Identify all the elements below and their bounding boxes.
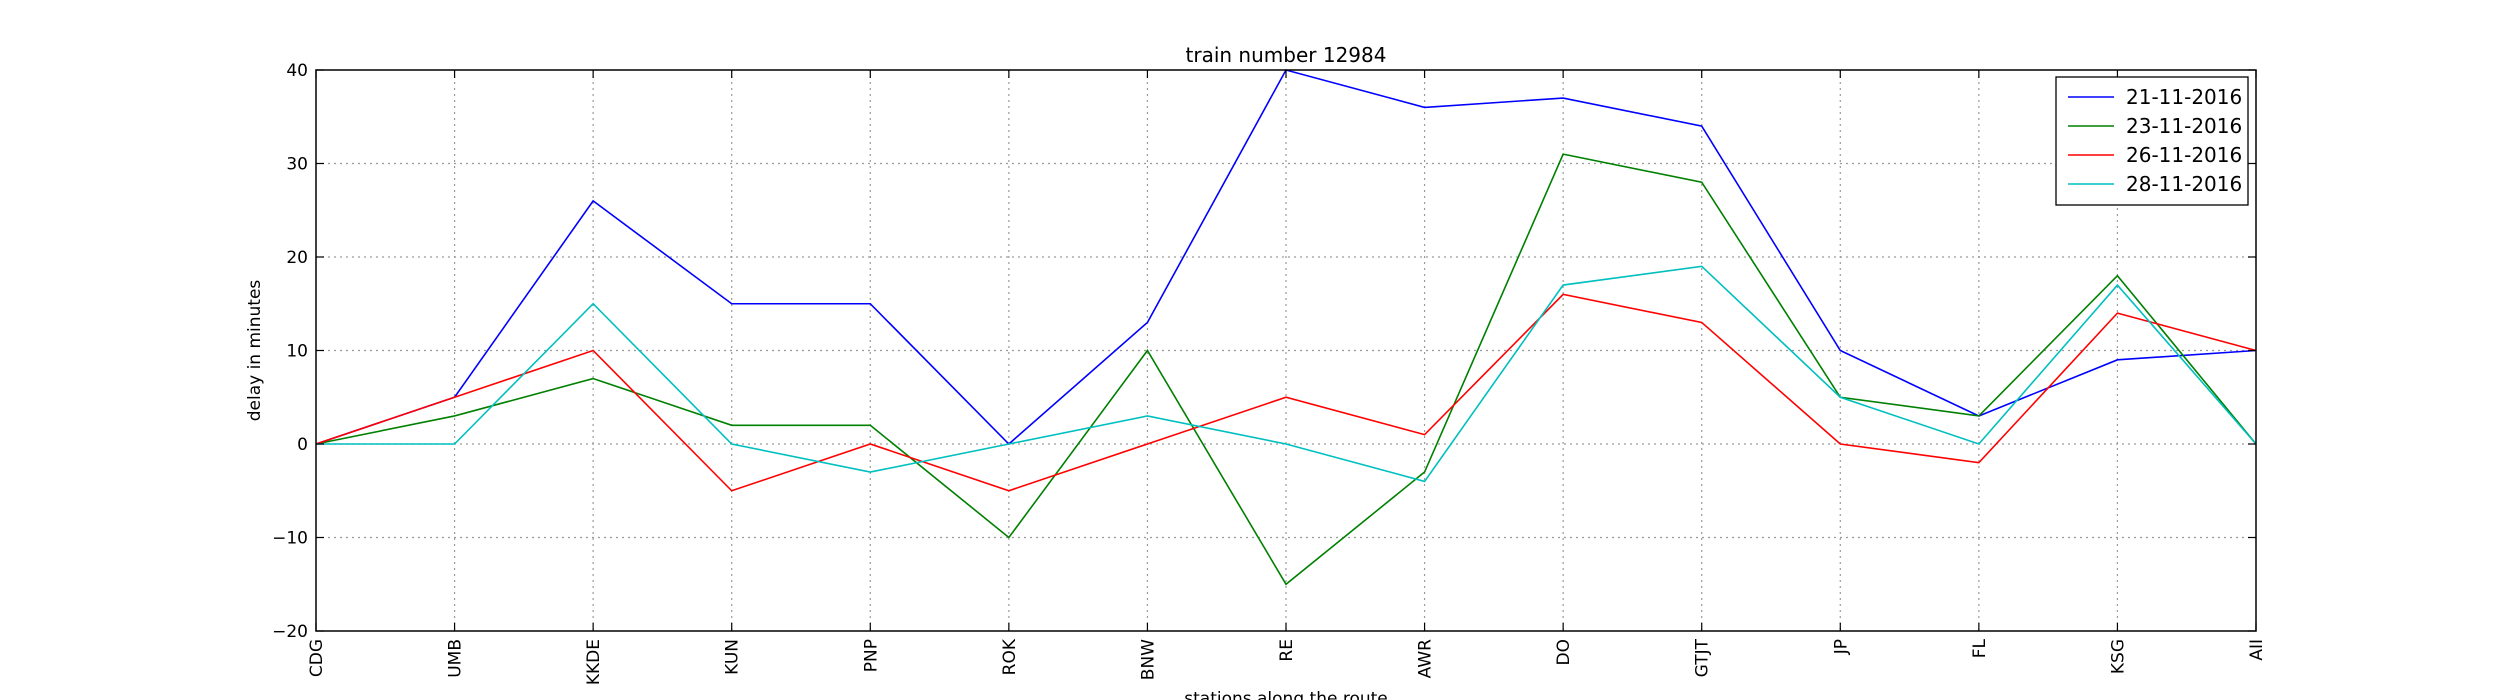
y-tick-label: −10 (272, 529, 308, 549)
x-tick-label: UMB (446, 639, 466, 678)
legend-label: 28-11-2016 (2126, 172, 2242, 196)
x-tick-label: JP (1831, 639, 1851, 655)
series-line (315, 153, 2257, 586)
legend-label: 21-11-2016 (2126, 85, 2242, 109)
series-line (315, 293, 2257, 492)
legend-label: 23-11-2016 (2126, 114, 2242, 138)
y-tick-label: 30 (286, 155, 308, 175)
y-tick-label: 40 (286, 61, 308, 81)
y-tick-label: 10 (286, 342, 308, 362)
chart-title: train number 12984 (1186, 43, 1387, 67)
legend-label: 26-11-2016 (2126, 143, 2242, 167)
x-tick-label: FL (1970, 638, 1990, 658)
x-tick-label: PNP (861, 639, 881, 672)
grid (316, 70, 2256, 631)
x-tick-label: CDG (307, 639, 327, 677)
y-tick-label: −20 (272, 622, 308, 642)
x-tick-label: AWR (1416, 639, 1436, 679)
x-tick-label: GTJT (1693, 638, 1713, 677)
series-line (316, 265, 2257, 483)
y-tick-label: 20 (286, 248, 308, 268)
x-tick-label: KKDE (584, 639, 604, 685)
x-tick-label: ROK (1000, 638, 1020, 675)
x-tick-label: AII (2247, 639, 2267, 661)
x-tick-label: KUN (723, 639, 743, 675)
y-tick-label: 0 (297, 435, 308, 455)
x-tick-label: DO (1554, 639, 1574, 665)
x-axis-ticks: CDG UMB KKDE KUN PNP ROK BNW RE AWR DO GTJT JP FL KSG… (307, 70, 2267, 685)
x-tick-label: BNW (1138, 639, 1158, 680)
legend: 21-11-2016 23-11-2016 26-11-2016 28-11-2016 (2055, 76, 2249, 206)
x-axis-title: stations along the route (1184, 689, 1388, 700)
y-axis-ticks: −20 −10 0 10 20 30 40 (272, 61, 2256, 642)
series-lines (315, 69, 2257, 586)
x-tick-label: RE (1277, 639, 1297, 662)
x-tick-label: KSG (2108, 639, 2128, 674)
y-axis-title: delay in minutes (245, 280, 265, 422)
